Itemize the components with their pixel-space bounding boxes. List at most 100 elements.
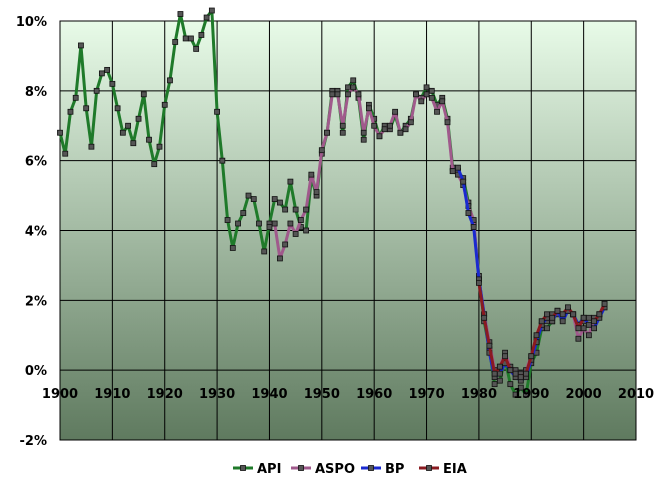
data-point (449, 168, 456, 175)
legend-marker (368, 465, 374, 471)
y-tick-label: 0% (25, 364, 47, 379)
data-point (554, 307, 561, 314)
data-point (156, 143, 163, 150)
data-point (512, 370, 519, 377)
data-point (88, 143, 95, 150)
data-point (580, 325, 587, 332)
x-tick-label: 1980 (461, 387, 497, 402)
data-point (559, 318, 566, 325)
data-point (287, 220, 294, 227)
data-point (565, 304, 571, 311)
data-point (292, 231, 299, 237)
data-point (423, 84, 430, 91)
data-point (161, 101, 168, 108)
data-point (250, 196, 257, 202)
data-point (62, 150, 69, 157)
data-point (392, 108, 399, 115)
data-point (266, 224, 273, 230)
data-point (177, 11, 184, 17)
data-point (135, 115, 142, 122)
data-point (360, 129, 367, 136)
x-tick-label: 1900 (42, 387, 78, 402)
data-point (182, 35, 189, 42)
data-point (350, 77, 357, 84)
data-point (324, 129, 330, 136)
data-point (83, 105, 90, 112)
data-point (538, 318, 545, 325)
data-point (219, 157, 226, 164)
data-point (523, 391, 529, 398)
series-aspo (266, 84, 608, 377)
data-point (523, 370, 529, 377)
data-point (119, 129, 126, 136)
data-point (601, 300, 608, 307)
data-point (491, 370, 498, 377)
x-tick-label: 1970 (408, 387, 444, 402)
data-point (345, 84, 351, 91)
grid-lines (59, 20, 637, 441)
data-point (549, 314, 556, 321)
data-point (282, 241, 289, 248)
legend-item-eia: EIA (419, 462, 467, 477)
legend-marker (426, 465, 432, 471)
data-point (428, 94, 435, 101)
data-point (428, 87, 435, 94)
data-point (240, 210, 247, 216)
x-tick-label: 1920 (147, 387, 183, 402)
data-point (528, 353, 535, 360)
data-point (533, 332, 540, 339)
data-point (98, 70, 105, 77)
data-point (360, 136, 367, 143)
data-point (502, 353, 508, 360)
data-point (486, 342, 493, 349)
data-point (491, 381, 498, 388)
data-point (496, 363, 503, 370)
x-tick-label: 1990 (513, 387, 549, 402)
data-point (271, 220, 278, 227)
series-eia (476, 279, 608, 381)
data-point (334, 91, 341, 98)
y-tick-label: 8% (25, 85, 47, 100)
data-point (282, 206, 289, 213)
data-point (350, 84, 357, 91)
legend-label: ASPO (315, 462, 355, 477)
legend-item-api: API (233, 462, 281, 477)
data-point (596, 311, 603, 318)
data-point (496, 377, 503, 384)
legend-item-aspo: ASPO (291, 462, 355, 477)
data-point (208, 7, 215, 14)
data-point (381, 126, 388, 133)
data-point (517, 374, 524, 381)
data-point (455, 164, 461, 171)
data-point (109, 80, 116, 87)
data-point (245, 192, 252, 199)
data-point (297, 217, 304, 223)
data-point (256, 220, 262, 227)
data-point (114, 105, 121, 112)
data-point (130, 140, 137, 147)
data-point (407, 119, 414, 126)
data-point (402, 126, 409, 133)
data-point (591, 325, 598, 332)
data-point (214, 108, 220, 115)
data-point (188, 35, 194, 42)
data-point (544, 311, 550, 318)
data-point (271, 196, 278, 202)
data-point (585, 321, 592, 328)
data-point (476, 279, 482, 286)
legend-label: EIA (443, 462, 467, 477)
data-point (439, 98, 446, 105)
x-tick-label: 1930 (199, 387, 235, 402)
legend-label: BP (385, 462, 404, 477)
data-point (366, 105, 372, 112)
data-point (146, 136, 152, 143)
data-point (507, 381, 514, 388)
y-tick-label: 2% (25, 294, 47, 309)
data-point (140, 91, 147, 98)
legend-label: API (257, 462, 281, 477)
legend: API ASPO BP EIA (233, 462, 467, 477)
data-point (575, 325, 582, 332)
data-point (517, 384, 524, 391)
data-point (57, 129, 63, 136)
